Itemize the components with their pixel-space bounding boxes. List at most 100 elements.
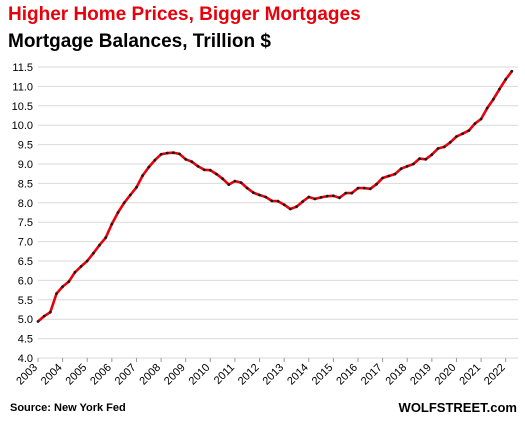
data-point [479,117,483,121]
x-tick-label: 2006 [88,362,114,388]
data-point [319,196,323,199]
y-tick-label: 11.5 [12,62,33,74]
data-point [504,78,508,81]
chart-title: Higher Home Prices, Bigger Mortgages [8,4,361,25]
data-point [381,176,384,180]
data-point [36,320,40,323]
data-point [202,168,206,172]
data-point [122,201,126,205]
data-point [178,152,181,156]
y-tick-label: 6.0 [18,275,33,287]
data-point [368,187,372,191]
data-point [356,186,360,190]
data-point [307,195,311,199]
y-tick-label: 4.0 [18,353,33,365]
y-tick-label: 10.5 [12,101,33,113]
x-tick-label: 2020 [433,362,459,388]
data-point [461,132,464,136]
x-tick-label: 2022 [482,362,508,388]
data-point [282,203,286,207]
data-point [48,310,52,314]
source-note: Source: New York Fed [10,402,126,414]
data-point [172,151,175,155]
x-tick-label: 2013 [260,362,286,388]
data-point [344,191,348,195]
data-point [325,194,329,198]
y-tick-label: 6.5 [18,256,33,268]
data-point [239,181,243,185]
data-point [498,87,501,91]
data-point [492,97,495,101]
data-point [338,196,341,200]
x-tick-label: 2004 [39,362,65,388]
data-point [141,174,145,178]
data-point [270,199,274,203]
data-point [104,236,108,240]
data-point [276,199,280,203]
data-point [92,251,95,255]
data-point [227,183,231,187]
x-tick-label: 2017 [359,362,385,388]
data-point [405,164,409,168]
y-axis: 4.0 4.5 5.0 5.5 6.0 6.5 7.0 7.5 8.0 8.5 9.0 9.5 10.0… [12,62,33,365]
data-point [375,182,378,186]
data-point [350,191,354,195]
gridlines [38,66,518,359]
x-tick-label: 2018 [384,362,410,388]
data-point [430,153,434,157]
y-tick-label: 7.0 [18,237,33,249]
x-tick-label: 2010 [187,362,213,388]
series-mortgage-balances [36,69,514,323]
data-point [61,285,64,288]
data-point [418,157,421,161]
data-point [295,205,298,209]
data-point [196,164,200,168]
data-point [215,172,218,176]
data-point [424,157,428,161]
data-point [135,185,138,189]
brand-label: WOLFSTREET.com [398,400,517,415]
data-point [393,172,397,176]
data-point [473,122,477,125]
y-tick-label: 8.5 [18,178,33,190]
data-point [264,195,268,199]
data-point [387,174,391,178]
data-point [313,197,317,201]
x-tick-label: 2021 [457,362,483,388]
series-line [37,70,513,323]
data-point [85,259,89,263]
y-tick-label: 8.0 [18,198,33,210]
data-point [73,270,77,274]
data-point [288,207,292,211]
x-tick-label: 2005 [64,362,90,388]
data-point [153,158,157,162]
data-point [116,211,120,214]
data-point [55,292,58,295]
data-point [455,135,458,138]
data-point [362,186,366,190]
x-tick-label: 2016 [334,362,360,388]
data-point [165,151,169,155]
data-point [245,186,249,190]
y-tick-label: 4.5 [18,334,33,346]
data-point [98,243,101,247]
data-point [159,152,163,156]
data-point [332,194,335,198]
data-point [233,179,237,183]
data-point [221,177,225,181]
x-tick-label: 2015 [310,362,336,388]
data-point [208,168,212,172]
data-point [448,140,452,144]
data-point [110,222,114,226]
data-point [467,129,471,133]
y-tick-label: 10.0 [12,120,33,132]
x-tick-label: 2012 [236,362,262,388]
data-point [412,162,415,166]
data-point [252,191,255,195]
x-tick-label: 2014 [285,362,311,388]
x-tick-label: 2003 [14,362,40,388]
data-point [190,160,194,164]
x-tick-label: 2019 [408,362,434,388]
data-point [301,200,304,204]
